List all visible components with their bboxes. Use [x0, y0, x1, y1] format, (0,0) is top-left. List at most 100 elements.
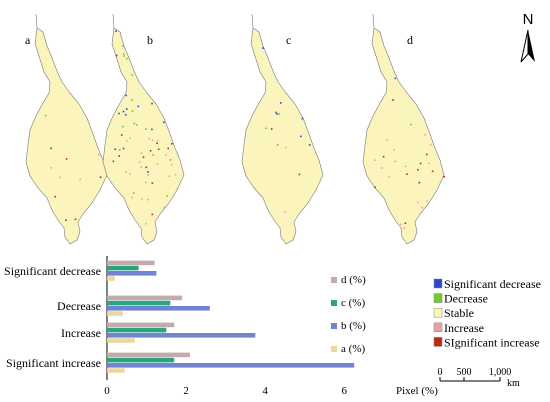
pixel-increase	[140, 152, 143, 154]
legend-swatch-2	[331, 323, 337, 329]
pixel-sig_decrease	[115, 30, 117, 32]
pixel-sig_increase	[374, 186, 376, 188]
bar-a-2	[107, 338, 135, 343]
pixel-sig_increase	[99, 176, 102, 178]
pixel-sig_decrease	[394, 77, 397, 80]
pixel-sig_decrease	[115, 54, 118, 57]
pixel-sig_increase	[149, 150, 152, 152]
pixel-increase	[151, 139, 154, 141]
map-panel-d: d	[362, 13, 445, 245]
pixel-sig_increase	[114, 148, 116, 151]
pixel-increase	[147, 174, 150, 176]
pixel-sig_increase	[426, 153, 428, 156]
pixel-sig_increase	[417, 168, 419, 171]
pixel-increase	[176, 188, 179, 190]
pixel-sig_increase	[151, 182, 154, 184]
scale-tick-0: 0	[438, 367, 443, 378]
pixel-decrease	[145, 128, 147, 130]
map-legend-swatch-3	[433, 322, 443, 333]
pixel-decrease	[122, 53, 125, 55]
bar-a-1	[107, 311, 123, 316]
pixel-increase	[374, 159, 376, 161]
x-tick-1: 2	[183, 385, 189, 397]
pixel-increase	[59, 176, 61, 179]
pixel-sig_increase	[112, 160, 115, 163]
pixel-sig_decrease	[275, 111, 277, 114]
pixel-increase	[417, 201, 419, 204]
bar-d-0	[107, 260, 155, 266]
legend-label-3: a (%)	[341, 343, 365, 355]
pixel-increase	[131, 196, 133, 199]
pixel-decrease	[410, 123, 412, 126]
map-legend-swatch-2	[433, 307, 443, 318]
pixel-increase	[79, 178, 81, 181]
pixel-sig_increase	[145, 166, 148, 169]
map-panels: a b c d	[25, 13, 445, 245]
pixel-sig_decrease	[118, 155, 120, 157]
pixel-sig_decrease	[126, 108, 128, 110]
pixel-increase	[170, 163, 173, 166]
pixel-sig_increase	[443, 176, 445, 178]
pixel-increase	[388, 176, 390, 178]
map-panel-b: b	[102, 13, 185, 245]
category-label-1: Decrease	[57, 299, 101, 313]
pixel-sig_decrease	[270, 128, 273, 130]
pixel-sig_decrease	[276, 113, 278, 115]
pixel-sig_decrease	[392, 99, 394, 101]
pixel-increase	[404, 165, 407, 168]
pixel-increase	[284, 211, 286, 213]
pixel-decrease	[122, 45, 124, 47]
pixel-sig_decrease	[137, 105, 140, 108]
legend-label-0: d (%)	[341, 274, 366, 286]
x-tick-2: 4	[262, 385, 268, 397]
pixel-increase	[403, 227, 405, 230]
x-tick-labels: 0 2 4 6	[104, 385, 347, 397]
bar-b-1	[107, 306, 210, 311]
pixel-sig_increase	[65, 158, 68, 160]
pixel-increase	[145, 181, 147, 184]
legend-label-1: c (%)	[341, 297, 365, 309]
pixel-sig_increase	[74, 218, 77, 221]
pixel-decrease	[133, 122, 136, 125]
bar-b-3	[107, 363, 355, 368]
north-arrow-right-icon	[528, 30, 535, 62]
pixel-increase	[394, 160, 396, 163]
pixel-sig_decrease	[151, 128, 153, 131]
pixel-sig_increase	[151, 102, 153, 105]
x-tick-0: 0	[104, 385, 110, 397]
legend-swatch-1	[331, 300, 337, 306]
pixel-sig_increase	[151, 213, 154, 216]
pixel-increase	[156, 163, 159, 166]
pixel-decrease	[132, 192, 135, 194]
pixel-increase	[50, 167, 52, 169]
pixel-sig_decrease	[280, 102, 282, 104]
scale-tick-1: 500	[457, 367, 472, 378]
bar-d-3	[107, 352, 190, 358]
category-label-2: Increase	[61, 326, 101, 340]
pixel-decrease	[166, 195, 169, 197]
bar-a-3	[107, 368, 125, 373]
pixel-increase	[400, 223, 402, 226]
pixel-sig_decrease	[262, 47, 264, 49]
pixel-sig_decrease	[125, 94, 127, 97]
category-labels: Significant decrease Decrease Increase Sign…	[4, 264, 101, 370]
pixel-increase	[163, 206, 165, 209]
map-legend-swatch-0	[433, 278, 443, 289]
pixel-increase	[386, 139, 388, 141]
pixel-decrease	[278, 113, 280, 115]
map-legend-label-4: SIgnificant increase	[444, 335, 540, 349]
scale-bar: 0 500 1,000 km	[438, 367, 521, 389]
pixel-increase	[381, 167, 383, 169]
pixel-sig_increase	[156, 142, 158, 145]
pixel-decrease	[119, 149, 121, 151]
map-legend-label-1: Decrease	[444, 292, 488, 306]
bar-c-3	[107, 357, 175, 363]
pixel-increase	[126, 140, 128, 142]
pixel-sig_decrease	[118, 112, 120, 115]
pixel-sig_increase	[142, 156, 145, 158]
chart-legend: d (%) c (%) b (%) a (%)	[331, 274, 366, 355]
map-panel-a: a	[25, 13, 108, 245]
pixel-increase	[284, 146, 287, 149]
pixel-increase	[129, 137, 132, 139]
pixel-decrease	[265, 127, 268, 130]
